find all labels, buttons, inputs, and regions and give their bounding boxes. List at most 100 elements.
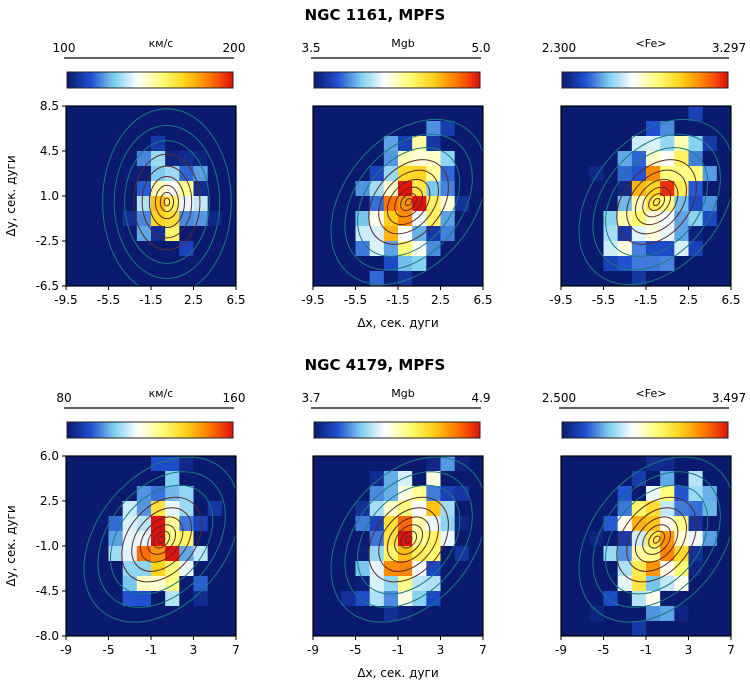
heatmap-cell xyxy=(369,606,385,622)
heatmap-cell xyxy=(122,591,138,607)
x-tick-label: -5.5 xyxy=(592,293,615,307)
heatmap-cell xyxy=(179,256,194,272)
heatmap-cell xyxy=(179,456,194,472)
heatmap-cell xyxy=(165,561,180,577)
heatmap-cell xyxy=(313,166,328,182)
colorbar-max-label: 4.9 xyxy=(471,391,490,405)
heatmap-cell xyxy=(66,256,81,272)
heatmap-cell xyxy=(561,271,576,287)
heatmap-cell xyxy=(313,591,328,607)
heatmap-cell xyxy=(575,456,590,472)
heatmap-cell xyxy=(674,621,689,637)
heatmap-cell xyxy=(440,561,456,577)
heatmap-cell xyxy=(646,516,661,532)
heatmap-cell xyxy=(165,486,180,502)
heatmap-cell xyxy=(122,486,138,502)
heatmap-cell xyxy=(179,166,194,182)
heatmap-cell xyxy=(165,211,180,227)
x-tick-label: 7 xyxy=(232,643,240,657)
heatmap-cell xyxy=(327,196,342,212)
heatmap-cell xyxy=(412,211,427,227)
heatmap-cell xyxy=(151,621,166,637)
heatmap-cell xyxy=(80,136,95,152)
heatmap-cell xyxy=(383,106,399,122)
heatmap-cell xyxy=(80,121,95,137)
heatmap-cell xyxy=(327,531,342,547)
heatmap-cell xyxy=(193,211,209,227)
heatmap-cell xyxy=(122,226,138,242)
heatmap-cell xyxy=(383,226,399,242)
y-tick-label: 1.0 xyxy=(40,189,59,203)
heatmap-cell xyxy=(454,256,470,272)
heatmap-cell xyxy=(327,621,342,637)
heatmap-cell xyxy=(383,516,399,532)
heatmap-cell xyxy=(80,576,95,592)
heatmap-cell xyxy=(454,226,470,242)
x-tick-label: 7 xyxy=(727,643,735,657)
heatmap-cell xyxy=(617,211,633,227)
contour-line xyxy=(344,471,473,608)
heatmap-cell xyxy=(575,271,590,287)
heatmap-cell xyxy=(80,271,95,287)
heatmap-cell xyxy=(412,226,427,242)
heatmap-cell xyxy=(179,501,194,517)
heatmap-cell xyxy=(108,151,124,167)
heatmap-cell xyxy=(440,621,456,637)
contour-line xyxy=(357,484,461,595)
heatmap-cell xyxy=(108,136,124,152)
heatmap-cell xyxy=(136,196,152,212)
heatmap-cell xyxy=(165,166,180,182)
heatmap-cell xyxy=(454,486,470,502)
heatmap-cell xyxy=(313,576,328,592)
heatmap-cell xyxy=(426,166,441,182)
heatmap-cell xyxy=(603,106,619,122)
heatmap-cell xyxy=(617,591,633,607)
colorbar-quantity-label: км/с xyxy=(149,37,174,50)
heatmap-cell xyxy=(80,211,95,227)
heatmap-cell xyxy=(688,546,704,562)
heatmap-cell xyxy=(454,271,470,287)
heatmap-cell xyxy=(108,166,124,182)
heatmap-cell xyxy=(617,576,633,592)
heatmap-cell xyxy=(313,256,328,272)
x-tick-label: -9 xyxy=(60,643,72,657)
y-tick-label: -2.5 xyxy=(36,234,59,248)
heatmap-cell xyxy=(221,256,237,272)
colorbar-quantity-label: <Fe> xyxy=(636,37,667,50)
heatmap-cell xyxy=(66,151,81,167)
heatmap-cell xyxy=(341,271,356,287)
heatmap-cell xyxy=(398,576,413,592)
heatmap-cell xyxy=(136,241,152,257)
heatmap-cell xyxy=(603,121,619,137)
heatmap-cell xyxy=(674,226,689,242)
heatmap-cell xyxy=(136,606,152,622)
contour-line xyxy=(154,184,179,220)
heatmap-cell xyxy=(221,591,237,607)
heatmap-cell xyxy=(702,271,718,287)
heatmap-cell xyxy=(313,211,328,227)
heatmap-cell xyxy=(716,256,732,272)
heatmap-cell xyxy=(313,501,328,517)
heatmap-cell xyxy=(702,471,718,487)
heatmap-cell xyxy=(94,471,109,487)
x-tick-label: -5.5 xyxy=(344,293,367,307)
heatmap-cell xyxy=(454,591,470,607)
heatmap-cell xyxy=(207,196,223,212)
heatmap-cell xyxy=(440,471,456,487)
colorbar xyxy=(66,71,234,89)
heatmap-cell xyxy=(631,486,647,502)
heatmap-cell xyxy=(412,471,427,487)
heatmap-cell xyxy=(151,271,166,287)
heatmap-cell xyxy=(355,576,371,592)
heatmap-cell xyxy=(313,196,328,212)
heatmap-cell xyxy=(136,166,152,182)
heatmap-cell xyxy=(631,271,647,287)
heatmap-cell xyxy=(207,151,223,167)
heatmap-cell xyxy=(454,576,470,592)
heatmap-cell xyxy=(575,166,590,182)
panel-fe: 2.500 <Fe> 3.497 -9 -5 -1 3 7 xyxy=(542,387,746,657)
colorbar-quantity-label: Mgb xyxy=(391,387,414,400)
heatmap-cell xyxy=(94,501,109,517)
heatmap-cell xyxy=(136,621,152,637)
heatmap-cell xyxy=(80,196,95,212)
